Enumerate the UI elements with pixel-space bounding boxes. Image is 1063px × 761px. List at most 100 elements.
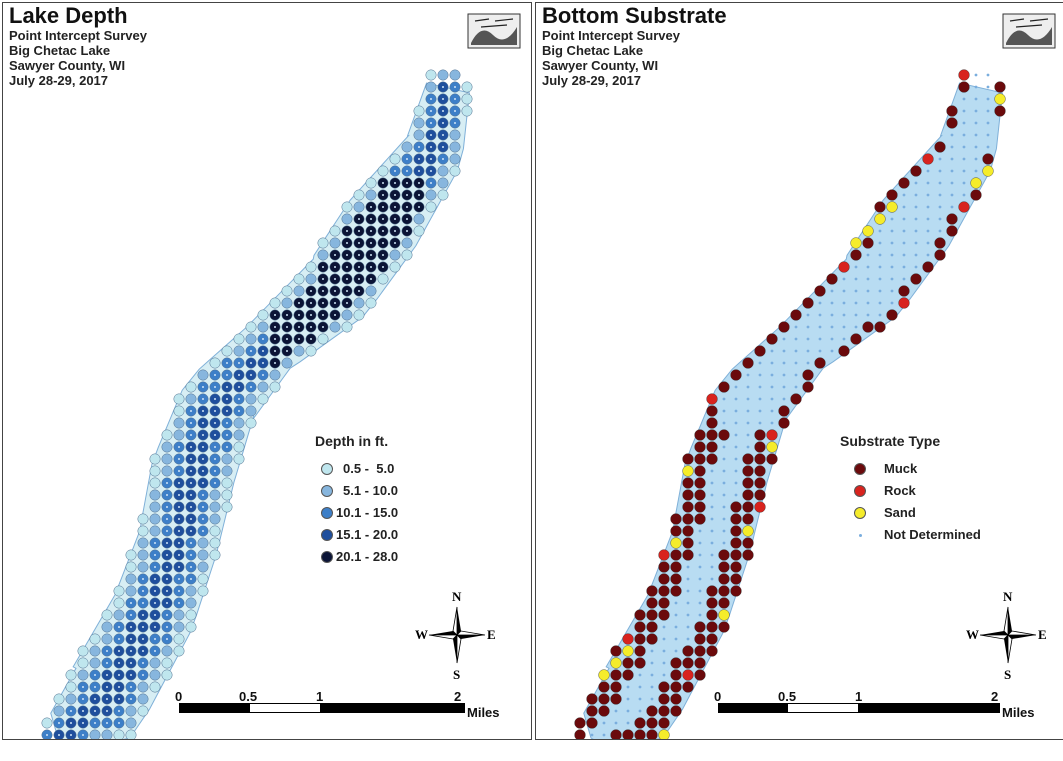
substrate-sample-point [890, 229, 894, 233]
substrate-sample-point [694, 633, 706, 645]
depth-point-center [226, 398, 228, 400]
depth-sample-point [209, 525, 221, 537]
substrate-sample-point [830, 301, 834, 305]
depth-point-center [370, 278, 372, 280]
depth-point-center [94, 698, 96, 700]
depth-sample-point [101, 729, 113, 739]
substrate-sample-point [802, 381, 814, 393]
substrate-sample-point [610, 681, 622, 693]
depth-sample-point [89, 657, 101, 669]
depth-point-center [178, 482, 180, 484]
substrate-sample-point [670, 705, 682, 717]
depth-point-center [190, 410, 192, 412]
substrate-sample-point [718, 561, 730, 573]
substrate-sample-point [770, 409, 774, 413]
depth-point-center [106, 710, 108, 712]
depth-sample-point [125, 717, 137, 729]
depth-point-center [394, 230, 396, 232]
substrate-sample-point [586, 705, 598, 717]
substrate-sample-point [986, 73, 990, 77]
depth-point-center [346, 242, 348, 244]
depth-point-center [70, 710, 72, 712]
depth-sample-point [173, 429, 185, 441]
depth-point-center [190, 518, 192, 520]
depth-sample-point [209, 549, 221, 561]
map-subtitle-line: Sawyer County, WI [9, 58, 126, 73]
depth-point-center [406, 206, 408, 208]
substrate-sample-point [946, 117, 958, 129]
substrate-sample-point [710, 553, 714, 557]
depth-sample-point [161, 429, 173, 441]
substrate-sample-point [722, 541, 726, 545]
depth-point-center [298, 314, 300, 316]
depth-point-center [154, 566, 156, 568]
substrate-sample-point [658, 717, 670, 729]
substrate-sample-point [730, 369, 742, 381]
depth-point-center [190, 578, 192, 580]
depth-point-center [370, 254, 372, 256]
depth-point-center [190, 530, 192, 532]
depth-point-center [382, 266, 384, 268]
depth-sample-point [125, 561, 137, 573]
substrate-sample-point [842, 289, 846, 293]
substrate-sample-point [974, 157, 978, 161]
substrate-sample-point [626, 685, 630, 689]
depth-sample-point [257, 309, 269, 321]
depth-point-center [178, 566, 180, 568]
legend-title: Depth in ft. [315, 433, 389, 449]
substrate-sample-point [886, 201, 898, 213]
depth-sample-point [197, 537, 209, 549]
substrate-sample-point [682, 453, 694, 465]
substrate-sample-point [802, 369, 814, 381]
substrate-sample-point [742, 453, 754, 465]
depth-point-center [322, 278, 324, 280]
substrate-sample-point [914, 193, 918, 197]
substrate-sample-point [682, 549, 694, 561]
substrate-sample-point [734, 385, 738, 389]
substrate-sample-point [730, 501, 742, 513]
depth-sample-point [449, 129, 461, 141]
depth-sample-point [125, 549, 137, 561]
depth-sample-point [449, 165, 461, 177]
substrate-sample-point [986, 121, 990, 125]
substrate-sample-point [710, 565, 714, 569]
substrate-sample-point [718, 609, 730, 621]
depth-sample-point [149, 525, 161, 537]
substrate-sample-point [842, 277, 846, 281]
depth-point-center [226, 362, 228, 364]
depth-point-center [178, 470, 180, 472]
depth-point-center [214, 386, 216, 388]
substrate-sample-point [902, 205, 906, 209]
substrate-sample-point [706, 621, 718, 633]
depth-sample-point [221, 477, 233, 489]
substrate-sample-point [586, 693, 598, 705]
depth-sample-point [377, 165, 389, 177]
substrate-sample-point [938, 205, 942, 209]
substrate-sample-point [730, 537, 742, 549]
depth-point-center [346, 278, 348, 280]
substrate-sample-point [830, 313, 834, 317]
depth-sample-point [221, 501, 233, 513]
depth-point-center [154, 590, 156, 592]
substrate-sample-point [814, 285, 826, 297]
depth-point-center [442, 146, 444, 148]
depth-sample-point [197, 369, 209, 381]
compass-south-label: S [1004, 667, 1012, 682]
substrate-sample-point [646, 609, 658, 621]
lake-depth-map [41, 69, 473, 739]
substrate-sample-point [758, 373, 762, 377]
substrate-sample-point [830, 337, 834, 341]
depth-point-center [370, 242, 372, 244]
depth-point-center [298, 302, 300, 304]
substrate-sample-point [754, 477, 766, 489]
substrate-sample-point [770, 421, 774, 425]
depth-point-center [322, 290, 324, 292]
legend-item-label: 10.1 - 15.0 [336, 505, 399, 520]
substrate-sample-point [682, 537, 694, 549]
depth-point-center [142, 614, 144, 616]
depth-point-center [418, 170, 420, 172]
scale-unit-label: Miles [467, 705, 500, 720]
depth-point-center [202, 386, 204, 388]
substrate-sample-point [950, 157, 954, 161]
substrate-sample-point [946, 105, 958, 117]
